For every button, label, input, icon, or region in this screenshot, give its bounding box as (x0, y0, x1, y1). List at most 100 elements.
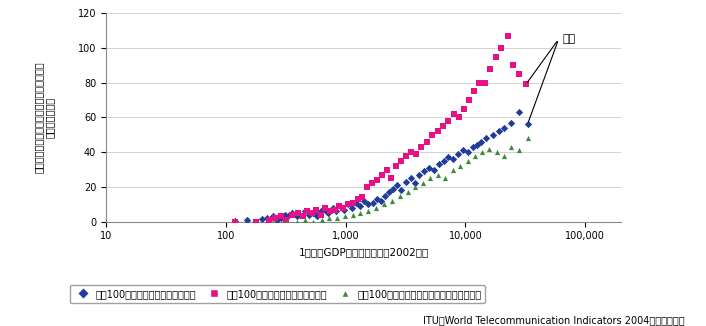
Point (472, 142, 483, 148)
Point (455, 163, 466, 169)
Point (400, 179, 412, 184)
Point (459, 106, 470, 111)
Point (421, 139, 433, 144)
Point (323, 215, 335, 221)
Point (383, 189, 395, 195)
Point (320, 205, 331, 210)
Point (416, 144, 427, 150)
Point (376, 172, 388, 177)
Point (333, 203, 345, 209)
Point (437, 124, 448, 129)
Point (491, 150, 502, 155)
Point (367, 200, 378, 205)
Point (275, 215, 287, 221)
Point (493, 129, 504, 134)
Point (297, 214, 309, 219)
Point (261, 215, 273, 221)
Point (359, 198, 370, 203)
Point (402, 189, 413, 195)
Point (280, 217, 292, 223)
Point (453, 151, 464, 156)
Point (347, 212, 359, 217)
Point (279, 212, 290, 217)
Point (308, 219, 319, 224)
Point (229, 218, 241, 223)
Point (433, 162, 445, 167)
Point (390, 163, 402, 169)
Point (304, 212, 315, 217)
Point (392, 183, 403, 188)
Point (306, 210, 317, 215)
Point (241, 217, 253, 223)
Point (462, 158, 474, 163)
Point (522, 122, 533, 127)
Point (354, 203, 366, 209)
Point (424, 165, 435, 170)
Point (432, 129, 443, 134)
Text: 日本: 日本 (563, 34, 576, 44)
Point (502, 33, 513, 38)
Point (375, 198, 386, 203)
Point (487, 132, 498, 137)
Point (513, 71, 525, 77)
Point (405, 176, 417, 181)
Point (287, 212, 298, 217)
Point (425, 176, 436, 181)
Point (346, 205, 357, 210)
Point (418, 169, 429, 174)
Point (263, 217, 275, 223)
Point (311, 207, 322, 212)
Point (357, 195, 368, 200)
Point (229, 219, 241, 224)
Point (315, 212, 326, 217)
Point (311, 214, 323, 219)
Point (395, 193, 406, 198)
Point (443, 155, 454, 160)
Point (467, 144, 478, 150)
Point (522, 136, 533, 141)
Point (350, 200, 361, 205)
Point (295, 212, 306, 217)
Point (505, 144, 517, 150)
Point (319, 207, 330, 212)
Point (448, 167, 459, 172)
Point (347, 200, 359, 205)
Point (477, 150, 488, 155)
Point (335, 203, 346, 209)
Point (282, 214, 294, 219)
Point (301, 209, 313, 214)
Point (409, 184, 421, 189)
Point (400, 153, 412, 158)
Point (331, 215, 342, 221)
Point (484, 66, 496, 71)
Point (395, 158, 407, 163)
Point (469, 153, 481, 158)
Point (484, 146, 495, 151)
Point (275, 214, 287, 219)
Point (342, 202, 354, 207)
Point (417, 181, 429, 186)
Point (454, 115, 465, 120)
Point (385, 176, 397, 181)
Point (323, 210, 334, 215)
Point (395, 188, 407, 193)
Point (411, 151, 422, 156)
Point (366, 181, 378, 186)
Point (474, 80, 485, 85)
Point (426, 132, 438, 137)
Point (268, 214, 279, 219)
Text: 人口１００人当たり回線／加入／利用者数
（２００３年）: 人口１００人当たり回線／加入／利用者数 （２００３年） (33, 62, 55, 173)
Point (352, 197, 363, 202)
Point (491, 54, 502, 59)
Point (387, 198, 398, 203)
X-axis label: 1人当たGDP（ドル／人）（2002年）: 1人当たGDP（ドル／人）（2002年） (299, 247, 429, 257)
Point (268, 219, 279, 224)
Point (361, 184, 373, 189)
Point (462, 150, 474, 155)
Point (354, 210, 366, 215)
Point (409, 181, 421, 186)
Point (316, 217, 327, 223)
Point (379, 193, 390, 198)
Point (280, 219, 292, 224)
Text: ITU「World Telecommunication Indicators 2004」により作成: ITU「World Telecommunication Indicators 2… (423, 315, 685, 325)
